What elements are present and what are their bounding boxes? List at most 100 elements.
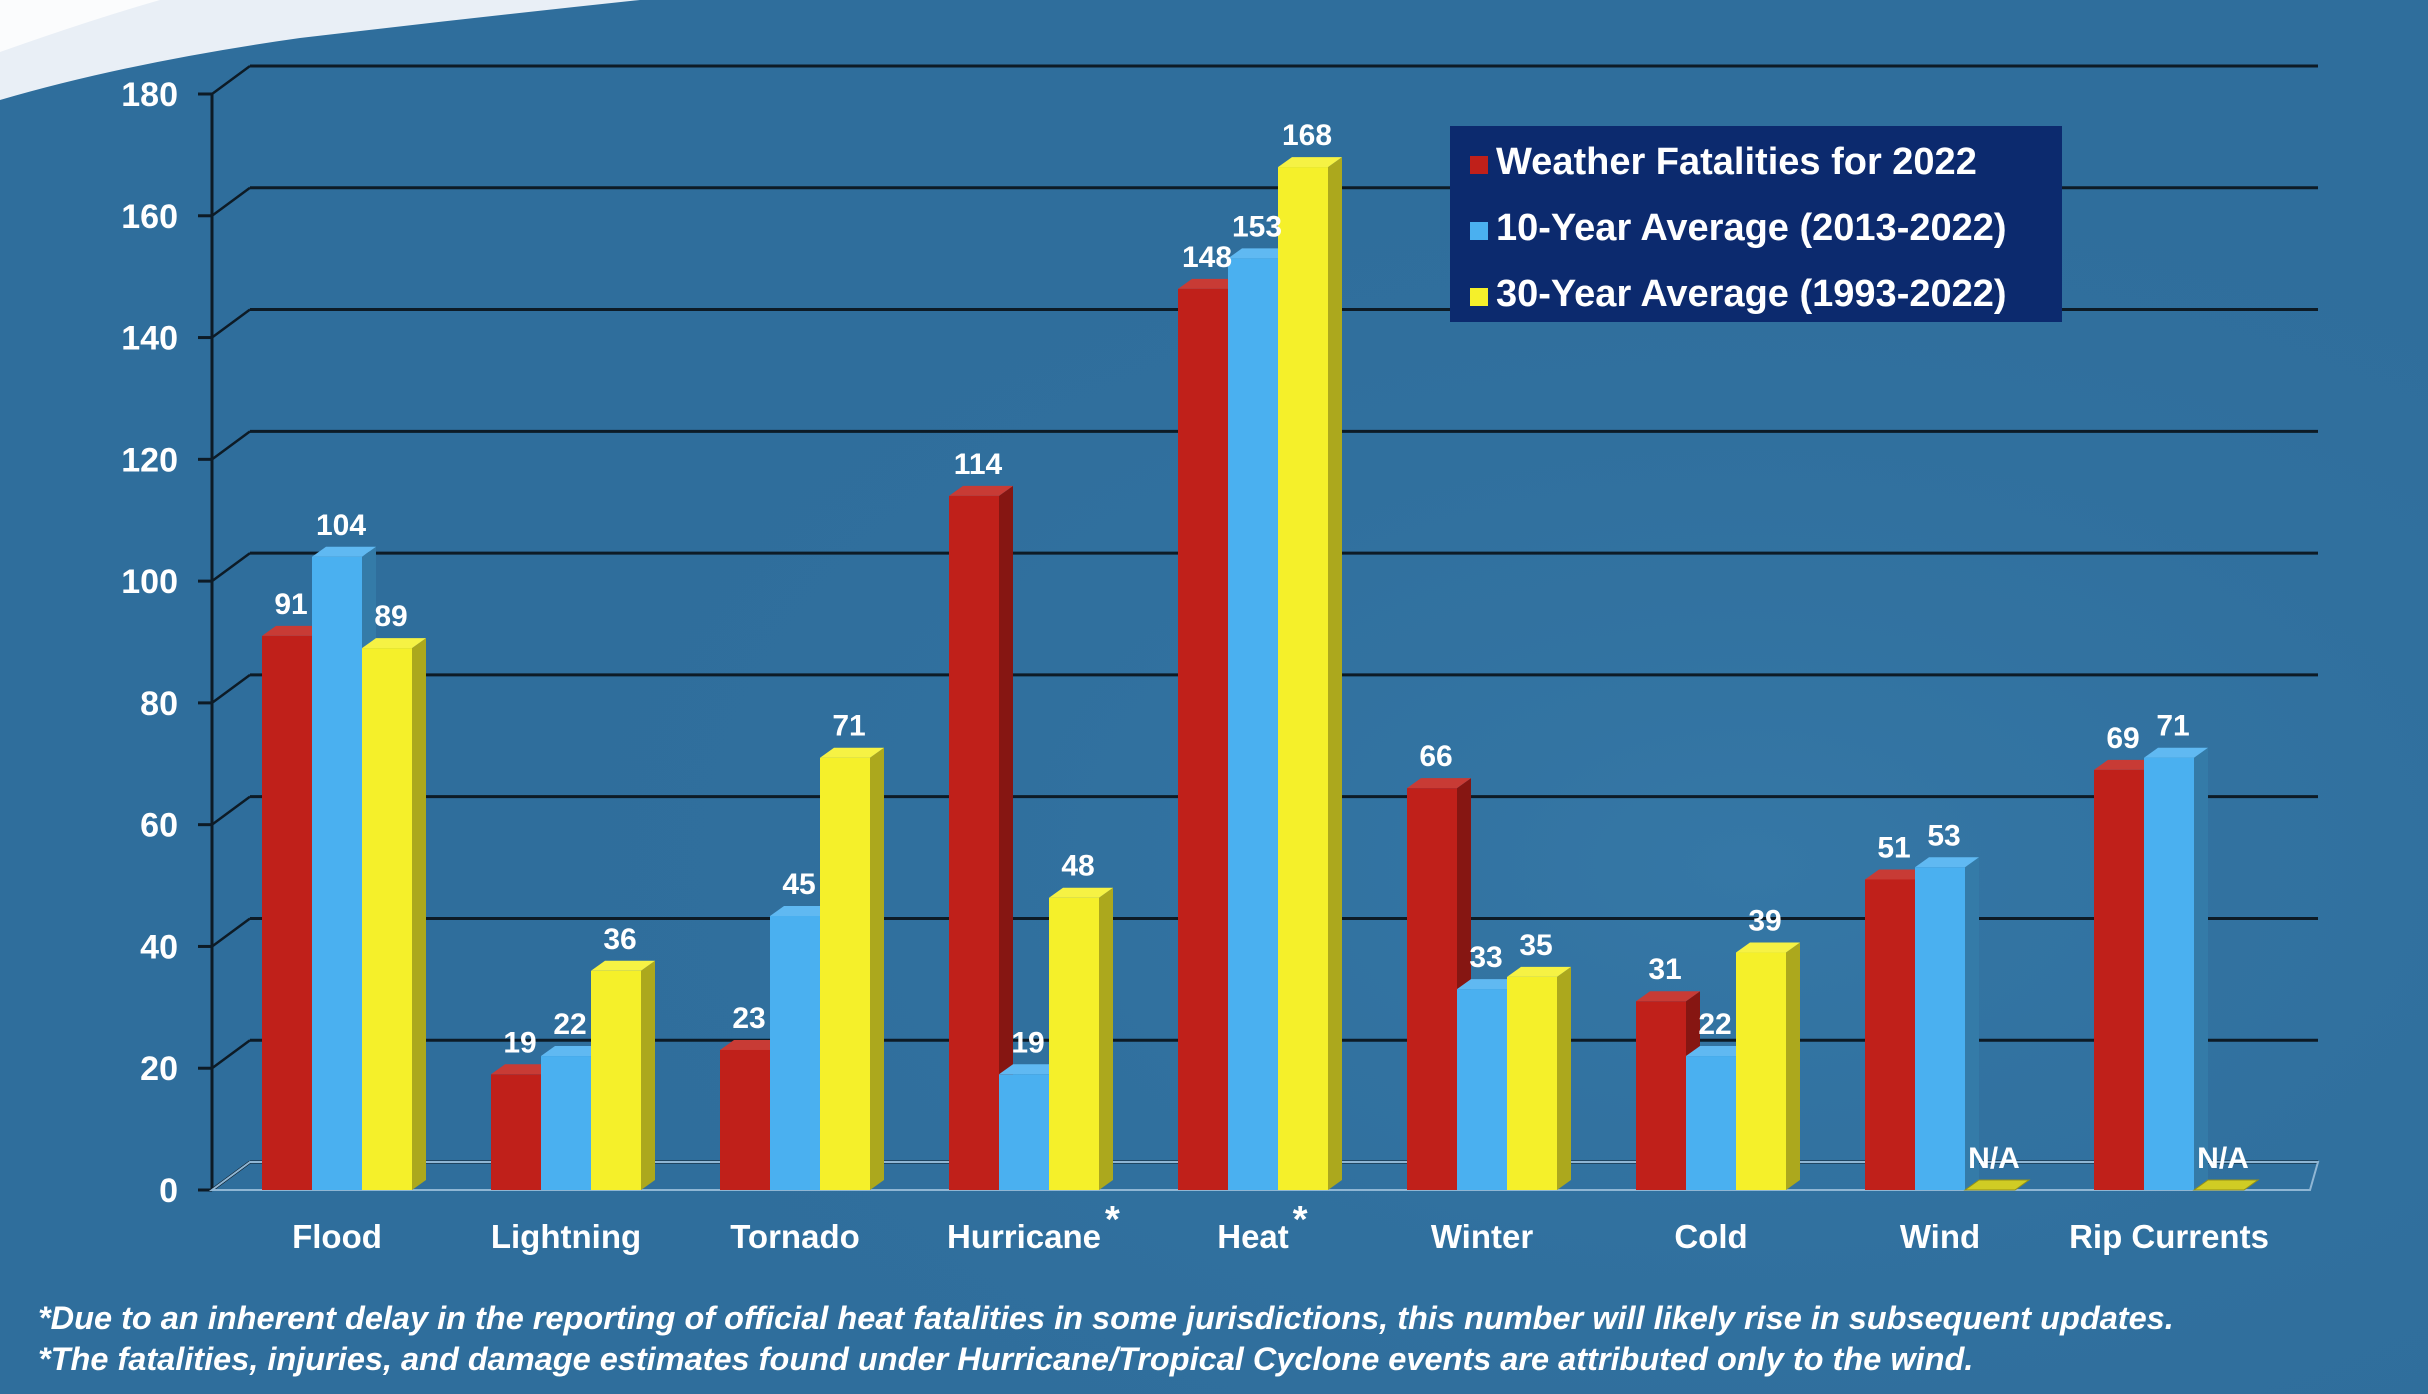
bar-hurricane-s3-top <box>1049 887 1113 898</box>
bar-flood-s1 <box>262 635 312 1190</box>
bar-flood-s1-top <box>262 625 326 636</box>
value-label-wind-s1: 51 <box>1877 831 1910 864</box>
bar-flood-s2 <box>312 556 362 1190</box>
bar-rip-currents-s2-top <box>2144 747 2208 758</box>
bar-flood-s3 <box>362 648 412 1190</box>
value-label-flood-s2: 104 <box>316 509 366 542</box>
value-label-rip-currents-s2: 71 <box>2156 710 2189 743</box>
bar-hurricane-s2-top <box>999 1064 1063 1075</box>
bar-tornado-s1-top <box>720 1039 784 1050</box>
value-label-winter-s1: 66 <box>1419 740 1452 773</box>
category-label-hurricane: Hurricane <box>947 1218 1101 1255</box>
gridline-depth-100 <box>211 552 251 583</box>
category-label-rip-currents: Rip Currents <box>2069 1218 2269 1255</box>
bar-flood-s2-top <box>312 546 376 557</box>
bar-winter-s1 <box>1407 788 1457 1190</box>
value-label-winter-s3: 35 <box>1519 929 1552 962</box>
legend-swatch-s1 <box>1470 156 1488 174</box>
y-tick-label-60: 60 <box>140 807 178 845</box>
bar-cold-s3 <box>1736 952 1786 1190</box>
labels-layer: 91 104 89 Flood 19 22 36 Lightning 23 45 71 Tornado… <box>274 119 2269 1255</box>
y-tick-label-120: 120 <box>121 441 178 479</box>
footnote-hurricane: *The fatalities, injuries, and damage es… <box>38 1341 1974 1377</box>
bar-hurricane-s1-side <box>999 485 1013 1190</box>
y-tick-label-0: 0 <box>159 1172 178 1210</box>
bar-cold-s2 <box>1686 1056 1736 1190</box>
bar-wind-s1 <box>1865 879 1915 1190</box>
legend-swatch-s2 <box>1470 222 1488 240</box>
category-label-flood: Flood <box>292 1218 382 1255</box>
bar-rip-currents-s2 <box>2144 757 2194 1190</box>
bar-rip-currents-s2-side <box>2194 747 2208 1190</box>
bar-tornado-s2-top <box>770 906 834 916</box>
bar-rip-currents-s1 <box>2094 769 2144 1190</box>
bar-tornado-s3-side <box>870 747 884 1190</box>
category-label-wind: Wind <box>1900 1218 1980 1255</box>
bar-heat-s1-top <box>1178 278 1242 289</box>
legend: Weather Fatalities for 2022 10-Year Avera… <box>1450 126 2062 322</box>
bar-hurricane-s1-top <box>949 485 1013 496</box>
bar-flood-s3-top <box>362 638 426 649</box>
y-tick-label-180: 180 <box>121 76 178 114</box>
bar-lightning-s3-side <box>641 960 655 1190</box>
bar-heat-s2 <box>1228 258 1278 1190</box>
bar-tornado-s3 <box>820 757 870 1190</box>
y-tick-label-100: 100 <box>121 563 178 601</box>
value-label-tornado-s2: 45 <box>782 868 815 901</box>
footnote-heat: *Due to an inherent delay in the reporti… <box>38 1300 2174 1336</box>
value-label-cold-s2: 22 <box>1698 1008 1731 1041</box>
bar-heat-s1 <box>1178 288 1228 1190</box>
legend-box <box>1450 126 2062 322</box>
category-label-winter: Winter <box>1431 1218 1534 1255</box>
y-tick-label-20: 20 <box>140 1050 178 1088</box>
bar-winter-s1-top <box>1407 778 1471 789</box>
gridline-depth-140 <box>211 308 251 339</box>
y-tick-label-140: 140 <box>121 320 178 358</box>
bar-lightning-s3 <box>591 970 641 1190</box>
gridline-depth-180 <box>211 64 251 96</box>
y-tick-label-80: 80 <box>140 685 178 723</box>
legend-label-s3: 30-Year Average (1993-2022) <box>1496 273 2007 315</box>
bar-winter-s3-top <box>1507 966 1571 977</box>
corner-wave-highlight <box>0 0 160 52</box>
chart-floor <box>208 1161 2320 1191</box>
value-label-heat-s2: 153 <box>1232 210 1282 243</box>
y-tick-label-40: 40 <box>140 928 178 966</box>
bar-cold-s3-side <box>1786 942 1800 1190</box>
bar-hurricane-s1 <box>949 495 999 1190</box>
bar-lightning-s2-top <box>541 1046 605 1057</box>
value-label-wind-s2: 53 <box>1927 819 1960 852</box>
category-label-heat: Heat <box>1217 1218 1289 1255</box>
bar-hurricane-s3 <box>1049 897 1099 1190</box>
value-label-na: N/A <box>2197 1142 2249 1175</box>
value-label-rip-currents-s1: 69 <box>2106 722 2139 755</box>
bar-hurricane-s3-side <box>1099 887 1113 1190</box>
bar-lightning-s1 <box>491 1074 541 1190</box>
bar-tornado-s3-top <box>820 747 884 758</box>
value-label-tornado-s1: 23 <box>732 1002 765 1035</box>
bar-tornado-s2 <box>770 916 820 1190</box>
bar-rip-currents-s1-top <box>2094 759 2158 770</box>
bar-rip-currents-s3-na <box>2192 1179 2260 1191</box>
value-label-lightning-s1: 19 <box>503 1026 536 1059</box>
bar-winter-s2-top <box>1457 979 1521 990</box>
bar-wind-s1-top <box>1865 869 1929 880</box>
bar-wind-s3-na <box>1963 1179 2031 1191</box>
y-tick-label-160: 160 <box>121 198 178 236</box>
value-label-flood-s3: 89 <box>374 600 407 633</box>
bar-heat-s3-side <box>1328 157 1342 1191</box>
gridline-depth-20 <box>211 1039 251 1070</box>
footnotes: *Due to an inherent delay in the reporti… <box>38 1298 2408 1380</box>
category-label-tornado: Tornado <box>730 1218 860 1255</box>
bar-hurricane-s2 <box>999 1074 1049 1190</box>
bar-winter-s2 <box>1457 989 1507 1190</box>
legend-swatch-s3 <box>1470 288 1488 306</box>
value-label-lightning-s3: 36 <box>603 923 636 956</box>
bar-winter-s3-side <box>1557 966 1571 1190</box>
gridline-depth-80 <box>211 673 251 704</box>
value-label-na: N/A <box>1968 1142 2020 1175</box>
bars-layer <box>262 157 2260 1191</box>
bar-cold-s2-top <box>1686 1046 1750 1057</box>
